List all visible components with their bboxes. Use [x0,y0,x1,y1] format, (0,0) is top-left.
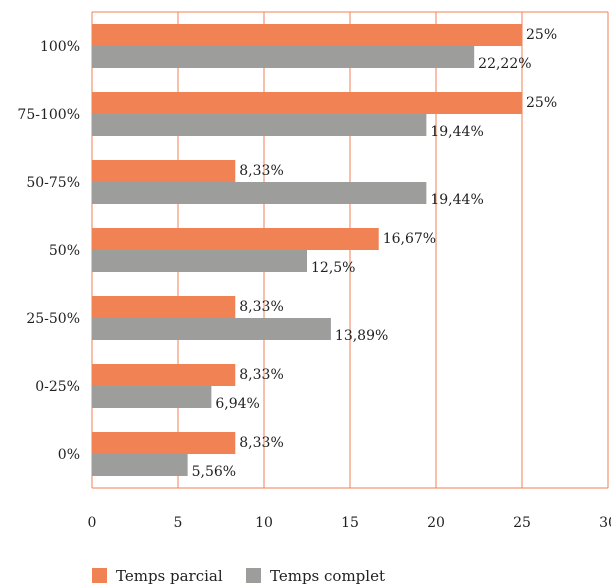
legend-label-0: Temps parcial [116,567,223,584]
data-labels: 25% 22,22% 25% 19,44% 8,33% 19,44% 16,67% 12,5%… [192,27,557,480]
data-label-parcial-4: 8,33% [239,299,283,315]
category-label-2: 50-75% [26,175,80,191]
category-label-4: 25-50% [26,311,80,327]
category-label-5: 0-25% [35,379,80,395]
bar-parcial-5 [92,364,236,386]
category-label-1: 75-100% [17,107,80,123]
bar-parcial-3 [92,228,379,250]
grid [91,11,609,489]
legend-swatch-0 [92,568,107,583]
x-tick-label-4: 20 [427,515,445,531]
bar-complet-4 [92,318,331,340]
legend: Temps parcial Temps complet [92,567,385,584]
bar-complet-6 [92,454,188,476]
x-tick-label-1: 5 [174,515,183,531]
bar-parcial-6 [92,432,236,454]
x-tick-labels: 0 5 10 15 20 25 30 [88,515,611,531]
bar-complet-0 [92,46,475,68]
bar-complet-5 [92,386,212,408]
data-label-parcial-5: 8,33% [239,367,283,383]
bar-complet-3 [92,250,307,272]
legend-label-1: Temps complet [270,567,385,584]
x-tick-label-2: 10 [255,515,273,531]
data-label-parcial-2: 8,33% [239,163,283,179]
bar-complet-1 [92,114,427,136]
data-label-complet-3: 12,5% [311,260,355,276]
data-label-complet-4: 13,89% [335,328,388,344]
data-label-parcial-6: 8,33% [239,435,283,451]
x-tick-label-5: 25 [513,515,531,531]
data-label-parcial-1: 25% [526,95,557,111]
category-label-6: 0% [58,447,80,463]
x-tick-label-0: 0 [88,515,97,531]
data-label-parcial-3: 16,67% [383,231,436,247]
data-label-complet-1: 19,44% [430,124,483,140]
category-labels: 100% 75-100% 50-75% 50% 25-50% 0-25% 0% [17,39,80,463]
data-label-complet-6: 5,56% [192,464,236,480]
bar-complet-2 [92,182,427,204]
data-label-complet-0: 22,22% [478,56,531,72]
bar-parcial-4 [92,296,236,318]
x-tick-label-3: 15 [341,515,359,531]
bar-parcial-0 [92,24,522,46]
category-label-0: 100% [40,39,80,55]
bars [92,24,522,476]
data-label-complet-5: 6,94% [215,396,259,412]
data-label-parcial-0: 25% [526,27,557,43]
legend-swatch-1 [246,568,261,583]
bar-parcial-1 [92,92,522,114]
bar-parcial-2 [92,160,236,182]
x-tick-label-6: 30 [599,515,611,531]
data-label-complet-2: 19,44% [430,192,483,208]
category-label-3: 50% [49,243,80,259]
